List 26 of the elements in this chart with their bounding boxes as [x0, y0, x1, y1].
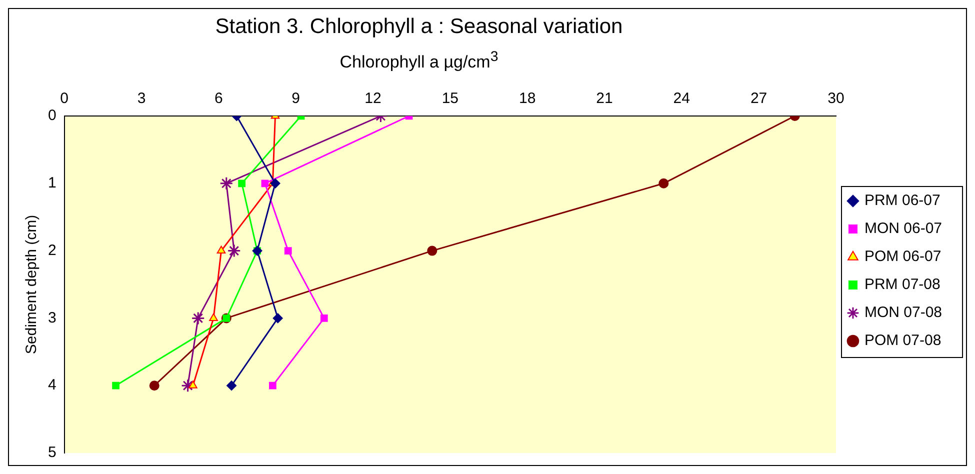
x-tick-label: 0 [60, 90, 69, 108]
x-tick-label: 27 [750, 90, 768, 108]
x-tick-label: 18 [518, 90, 536, 108]
x-tick-label: 12 [364, 90, 382, 108]
y-tick-label: 3 [48, 309, 56, 326]
legend-label: POM 07-08 [864, 332, 942, 350]
x-tick-label: 30 [828, 90, 844, 108]
legend-label: POM 06-07 [864, 248, 942, 266]
legend-label: PRM 06-07 [864, 192, 940, 210]
legend-label: MON 07-08 [864, 304, 942, 322]
y-tick-label: 1 [48, 174, 56, 192]
x-axis-title: Chlorophyll a µg/cm$^{3}$ [338, 49, 500, 73]
y-axis-title: Sediment depth (cm) [23, 214, 40, 354]
chart-title: Station 3. Chlorophyll a : Seasonal variation [214, 15, 624, 39]
legend-label: MON 06-07 [864, 220, 942, 238]
x-tick-label: 6 [214, 90, 223, 108]
y-tick-label: 5 [48, 444, 56, 462]
y-tick-label: 0 [48, 107, 56, 124]
y-tick-label: 4 [48, 376, 56, 394]
x-tick-label: 3 [137, 90, 146, 108]
x-tick-label: 15 [442, 90, 458, 108]
y-tick-label: 2 [48, 242, 56, 259]
x-tick-label: 24 [673, 90, 690, 108]
x-tick-label: 21 [596, 90, 613, 108]
x-tick-label: 9 [292, 90, 300, 108]
legend-label: PRM 07-08 [864, 276, 940, 294]
